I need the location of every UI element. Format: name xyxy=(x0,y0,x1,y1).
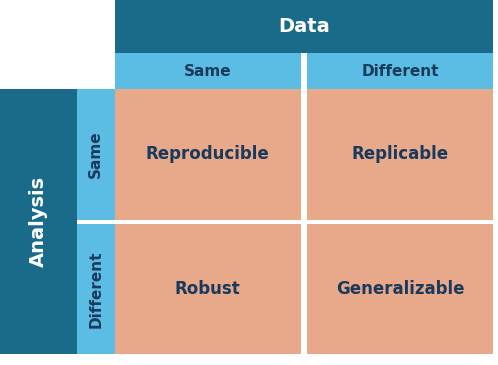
FancyBboxPatch shape xyxy=(0,89,77,354)
FancyBboxPatch shape xyxy=(307,89,493,219)
Text: Different: Different xyxy=(361,64,439,79)
FancyBboxPatch shape xyxy=(115,0,493,53)
FancyBboxPatch shape xyxy=(77,89,115,219)
Text: Different: Different xyxy=(88,250,104,328)
FancyBboxPatch shape xyxy=(77,224,115,354)
FancyBboxPatch shape xyxy=(115,224,301,354)
Text: Same: Same xyxy=(88,131,104,178)
Text: Replicable: Replicable xyxy=(351,146,449,164)
Text: Reproducible: Reproducible xyxy=(146,146,269,164)
Text: Generalizable: Generalizable xyxy=(336,280,464,298)
FancyBboxPatch shape xyxy=(115,89,301,219)
Text: Analysis: Analysis xyxy=(29,176,48,267)
Text: Robust: Robust xyxy=(175,280,241,298)
Text: Same: Same xyxy=(184,64,232,79)
FancyBboxPatch shape xyxy=(115,53,301,89)
Text: Data: Data xyxy=(278,17,330,36)
FancyBboxPatch shape xyxy=(307,224,493,354)
FancyBboxPatch shape xyxy=(307,53,493,89)
